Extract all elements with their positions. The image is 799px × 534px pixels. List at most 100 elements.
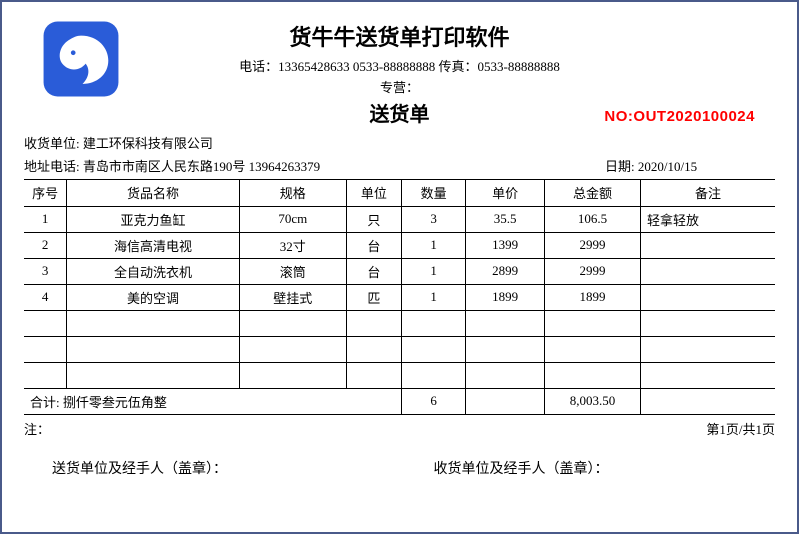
cell-blank: [67, 362, 240, 388]
cell-price: 1899: [466, 284, 545, 310]
cell-blank: [346, 310, 401, 336]
table-row: 1亚克力鱼缸70cm只335.5106.5轻拿轻放: [24, 206, 775, 232]
cell-blank: [24, 310, 67, 336]
addr-label: 地址电话:: [24, 159, 80, 174]
cell-blank: [346, 336, 401, 362]
cell-qty: 3: [402, 206, 466, 232]
cell-blank: [402, 336, 466, 362]
biz-line: 专营：: [24, 77, 775, 96]
cell-blank: [346, 362, 401, 388]
cell-name: 亚克力鱼缸: [67, 206, 240, 232]
table-body: 1亚克力鱼缸70cm只335.5106.5轻拿轻放2海信高清电视32寸台1139…: [24, 206, 775, 388]
cell-blank: [545, 362, 641, 388]
col-name: 货品名称: [67, 180, 240, 206]
table-row: 4美的空调壁挂式匹118991899: [24, 284, 775, 310]
addr-cell: 地址电话: 青岛市市南区人民东路190号 13964263379: [24, 156, 605, 175]
cell-blank: [641, 336, 775, 362]
cell-spec: 壁挂式: [239, 284, 346, 310]
cell-name: 海信高清电视: [67, 232, 240, 258]
cell-seq: 3: [24, 258, 67, 284]
cell-unit: 匹: [346, 284, 401, 310]
cell-remark: [641, 258, 775, 284]
footer-note-row: 注： 第1页/共1页: [24, 415, 775, 438]
col-remark: 备注: [641, 180, 775, 206]
receiver-stamp: 收货单位及经手人（盖章）：: [394, 458, 776, 478]
cell-price: 2899: [466, 258, 545, 284]
table-row: 3全自动洗衣机滚筒台128992999: [24, 258, 775, 284]
cell-spec: 32寸: [239, 232, 346, 258]
col-seq: 序号: [24, 180, 67, 206]
cell-blank: [239, 336, 346, 362]
total-amount: 8,003.50: [545, 388, 641, 414]
col-price: 单价: [466, 180, 545, 206]
header: 货牛牛送货单打印软件 电话：13365428633 0533-88888888 …: [24, 20, 775, 127]
date-value: 2020/10/15: [638, 159, 697, 174]
cell-total: 2999: [545, 232, 641, 258]
contact-line: 电话：13365428633 0533-88888888 传真：0533-888…: [24, 56, 775, 75]
cell-seq: 1: [24, 206, 67, 232]
cell-qty: 1: [402, 232, 466, 258]
col-total: 总金额: [545, 180, 641, 206]
date-label: 日期:: [605, 159, 635, 174]
cell-blank: [466, 310, 545, 336]
cell-blank: [24, 362, 67, 388]
cell-blank: [466, 336, 545, 362]
cell-seq: 2: [24, 232, 67, 258]
cell-blank: [545, 336, 641, 362]
table-row-blank: [24, 336, 775, 362]
cell-blank: [24, 336, 67, 362]
delivery-note-page: 货牛牛送货单打印软件 电话：13365428633 0533-88888888 …: [0, 0, 799, 534]
sender-stamp: 送货单位及经手人（盖章）：: [24, 458, 394, 478]
cell-total: 106.5: [545, 206, 641, 232]
info-block: 收货单位: 建工环保科技有限公司 地址电话: 青岛市市南区人民东路190号 13…: [24, 133, 775, 180]
date-cell: 日期: 2020/10/15: [605, 156, 775, 175]
table-row: 2海信高清电视32寸台113992999: [24, 232, 775, 258]
receiver-row: 收货单位: 建工环保科技有限公司: [24, 133, 775, 152]
note-label: 注：: [24, 419, 64, 438]
table-head: 序号 货品名称 规格 单位 数量 单价 总金额 备注: [24, 180, 775, 206]
table-total: 合计: 捌仟零叁元伍角整 6 8,003.50: [24, 388, 775, 414]
col-spec: 规格: [239, 180, 346, 206]
table-row-blank: [24, 362, 775, 388]
cell-blank: [239, 310, 346, 336]
footer-spacer: [64, 419, 675, 438]
app-title: 货牛牛送货单打印软件: [24, 20, 775, 52]
stamp-row: 送货单位及经手人（盖章）： 收货单位及经手人（盖章）：: [24, 458, 775, 478]
cell-remark: [641, 284, 775, 310]
cell-blank: [641, 310, 775, 336]
items-table: 序号 货品名称 规格 单位 数量 单价 总金额 备注 1亚克力鱼缸70cm只33…: [24, 180, 775, 415]
cell-remark: 轻拿轻放: [641, 206, 775, 232]
cell-name: 美的空调: [67, 284, 240, 310]
cell-name: 全自动洗衣机: [67, 258, 240, 284]
app-logo-icon: [42, 20, 120, 98]
cell-seq: 4: [24, 284, 67, 310]
cell-unit: 台: [346, 232, 401, 258]
cell-unit: 台: [346, 258, 401, 284]
cell-blank: [466, 362, 545, 388]
cell-spec: 70cm: [239, 206, 346, 232]
total-qty: 6: [402, 388, 466, 414]
recv-value: 建工环保科技有限公司: [83, 136, 213, 151]
cell-blank: [402, 362, 466, 388]
total-price-blank: [466, 388, 545, 414]
recv-label: 收货单位:: [24, 136, 80, 151]
cell-spec: 滚筒: [239, 258, 346, 284]
total-row: 合计: 捌仟零叁元伍角整 6 8,003.50: [24, 388, 775, 414]
doc-number: NO:OUT2020100024: [604, 108, 755, 125]
cell-total: 2999: [545, 258, 641, 284]
total-label: 合计: 捌仟零叁元伍角整: [24, 388, 402, 414]
cell-blank: [402, 310, 466, 336]
cell-total: 1899: [545, 284, 641, 310]
cell-qty: 1: [402, 284, 466, 310]
cell-price: 35.5: [466, 206, 545, 232]
cell-price: 1399: [466, 232, 545, 258]
cell-unit: 只: [346, 206, 401, 232]
paging: 第1页/共1页: [675, 419, 775, 438]
doc-no-value: OUT2020100024: [633, 108, 755, 125]
table-row-blank: [24, 310, 775, 336]
doc-no-prefix: NO:: [604, 108, 633, 125]
col-qty: 数量: [402, 180, 466, 206]
addr-date-row: 地址电话: 青岛市市南区人民东路190号 13964263379 日期: 202…: [24, 156, 775, 180]
cell-blank: [641, 362, 775, 388]
col-unit: 单位: [346, 180, 401, 206]
